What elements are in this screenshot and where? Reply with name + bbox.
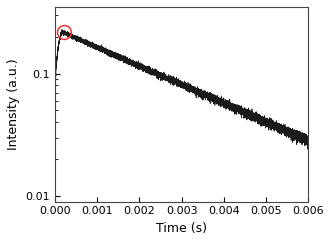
Y-axis label: Intensity (a.u.): Intensity (a.u.) — [7, 59, 20, 150]
X-axis label: Time (s): Time (s) — [156, 222, 207, 235]
